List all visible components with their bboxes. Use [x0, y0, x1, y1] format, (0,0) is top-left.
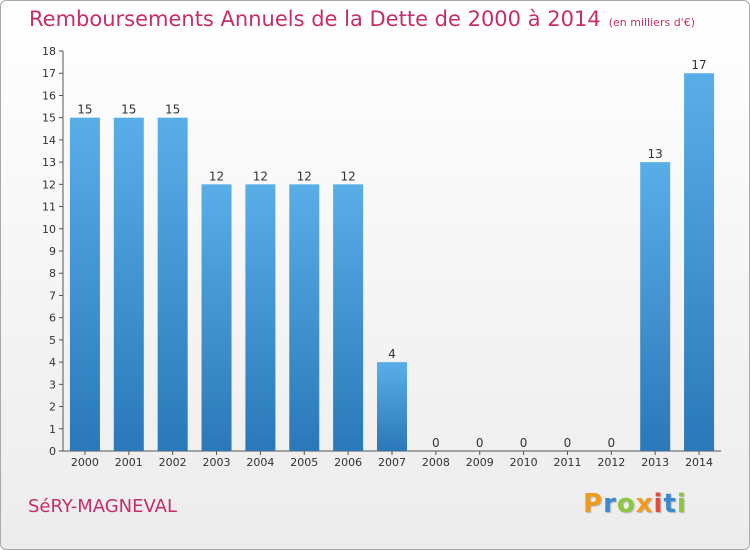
bar-value-label-2003: 12 [209, 169, 224, 183]
x-tick-label: 2002 [159, 456, 187, 469]
y-tick-label: 16 [42, 89, 56, 102]
bar-2004[interactable] [245, 184, 276, 452]
y-tick-label: 18 [42, 45, 56, 58]
y-tick-label: 4 [49, 356, 56, 369]
bar-value-label-2009: 0 [476, 436, 484, 450]
x-tick-label: 2008 [422, 456, 450, 469]
y-tick-label: 9 [49, 245, 56, 258]
x-tick-label: 2000 [71, 456, 99, 469]
bar-2007[interactable] [377, 362, 407, 451]
y-tick-label: 3 [49, 378, 56, 391]
x-tick-label: 2009 [466, 456, 494, 469]
bar-value-label-2007: 4 [388, 347, 396, 361]
x-tick-label: 2014 [685, 456, 713, 469]
y-tick-label: 10 [42, 223, 56, 236]
bar-value-label-2002: 15 [165, 103, 180, 117]
bar-value-label-2013: 13 [648, 147, 663, 161]
bar-2006[interactable] [333, 184, 364, 452]
x-tick-label: 2010 [510, 456, 538, 469]
bar-value-label-2008: 0 [432, 436, 440, 450]
y-tick-label: 6 [49, 312, 56, 325]
x-tick-label: 2007 [378, 456, 406, 469]
bar-2005[interactable] [289, 184, 320, 452]
bar-value-label-2014: 17 [691, 58, 706, 72]
x-tick-label: 2006 [334, 456, 362, 469]
bar-2014[interactable] [684, 73, 715, 451]
chart-title: Remboursements Annuels de la Dette de 20… [29, 7, 695, 31]
x-tick-label: 2004 [246, 456, 274, 469]
x-tick-label: 2005 [290, 456, 318, 469]
bar-2002[interactable] [157, 117, 188, 452]
bar-value-label-2000: 15 [77, 103, 92, 117]
y-tick-label: 1 [49, 423, 56, 436]
bar-value-label-2011: 0 [564, 436, 572, 450]
y-tick-label: 15 [42, 112, 56, 125]
x-tick-label: 2011 [553, 456, 581, 469]
y-tick-label: 12 [42, 178, 56, 191]
y-tick-label: 13 [42, 156, 56, 169]
x-tick-label: 2013 [641, 456, 669, 469]
y-tick-label: 7 [49, 289, 56, 302]
y-tick-label: 17 [42, 67, 56, 80]
bar-2003[interactable] [201, 184, 232, 452]
y-tick-label: 14 [42, 134, 56, 147]
bar-value-label-2004: 12 [253, 169, 268, 183]
bar-2013[interactable] [640, 162, 671, 451]
x-tick-label: 2012 [597, 456, 625, 469]
title-text: Remboursements Annuels de la Dette de 20… [29, 7, 601, 31]
bar-value-label-2001: 15 [121, 103, 136, 117]
bar-value-label-2005: 12 [297, 169, 312, 183]
y-tick-label: 11 [42, 201, 56, 214]
bar-2000[interactable] [69, 117, 100, 452]
bar-value-label-2006: 12 [340, 169, 355, 183]
y-tick-label: 8 [49, 267, 56, 280]
y-tick-label: 0 [49, 445, 56, 458]
x-tick-label: 2003 [203, 456, 231, 469]
x-tick-label: 2001 [115, 456, 143, 469]
bar-2001[interactable] [113, 117, 144, 452]
title-unit: (en milliers d'€) [608, 16, 695, 29]
y-tick-label: 2 [49, 401, 56, 414]
bar-value-label-2010: 0 [520, 436, 528, 450]
proxiti-logo[interactable]: Proxiti [583, 489, 687, 519]
bar-value-label-2012: 0 [608, 436, 616, 450]
y-tick-label: 5 [49, 334, 56, 347]
commune-name: SéRY-MAGNEVAL [28, 496, 178, 517]
